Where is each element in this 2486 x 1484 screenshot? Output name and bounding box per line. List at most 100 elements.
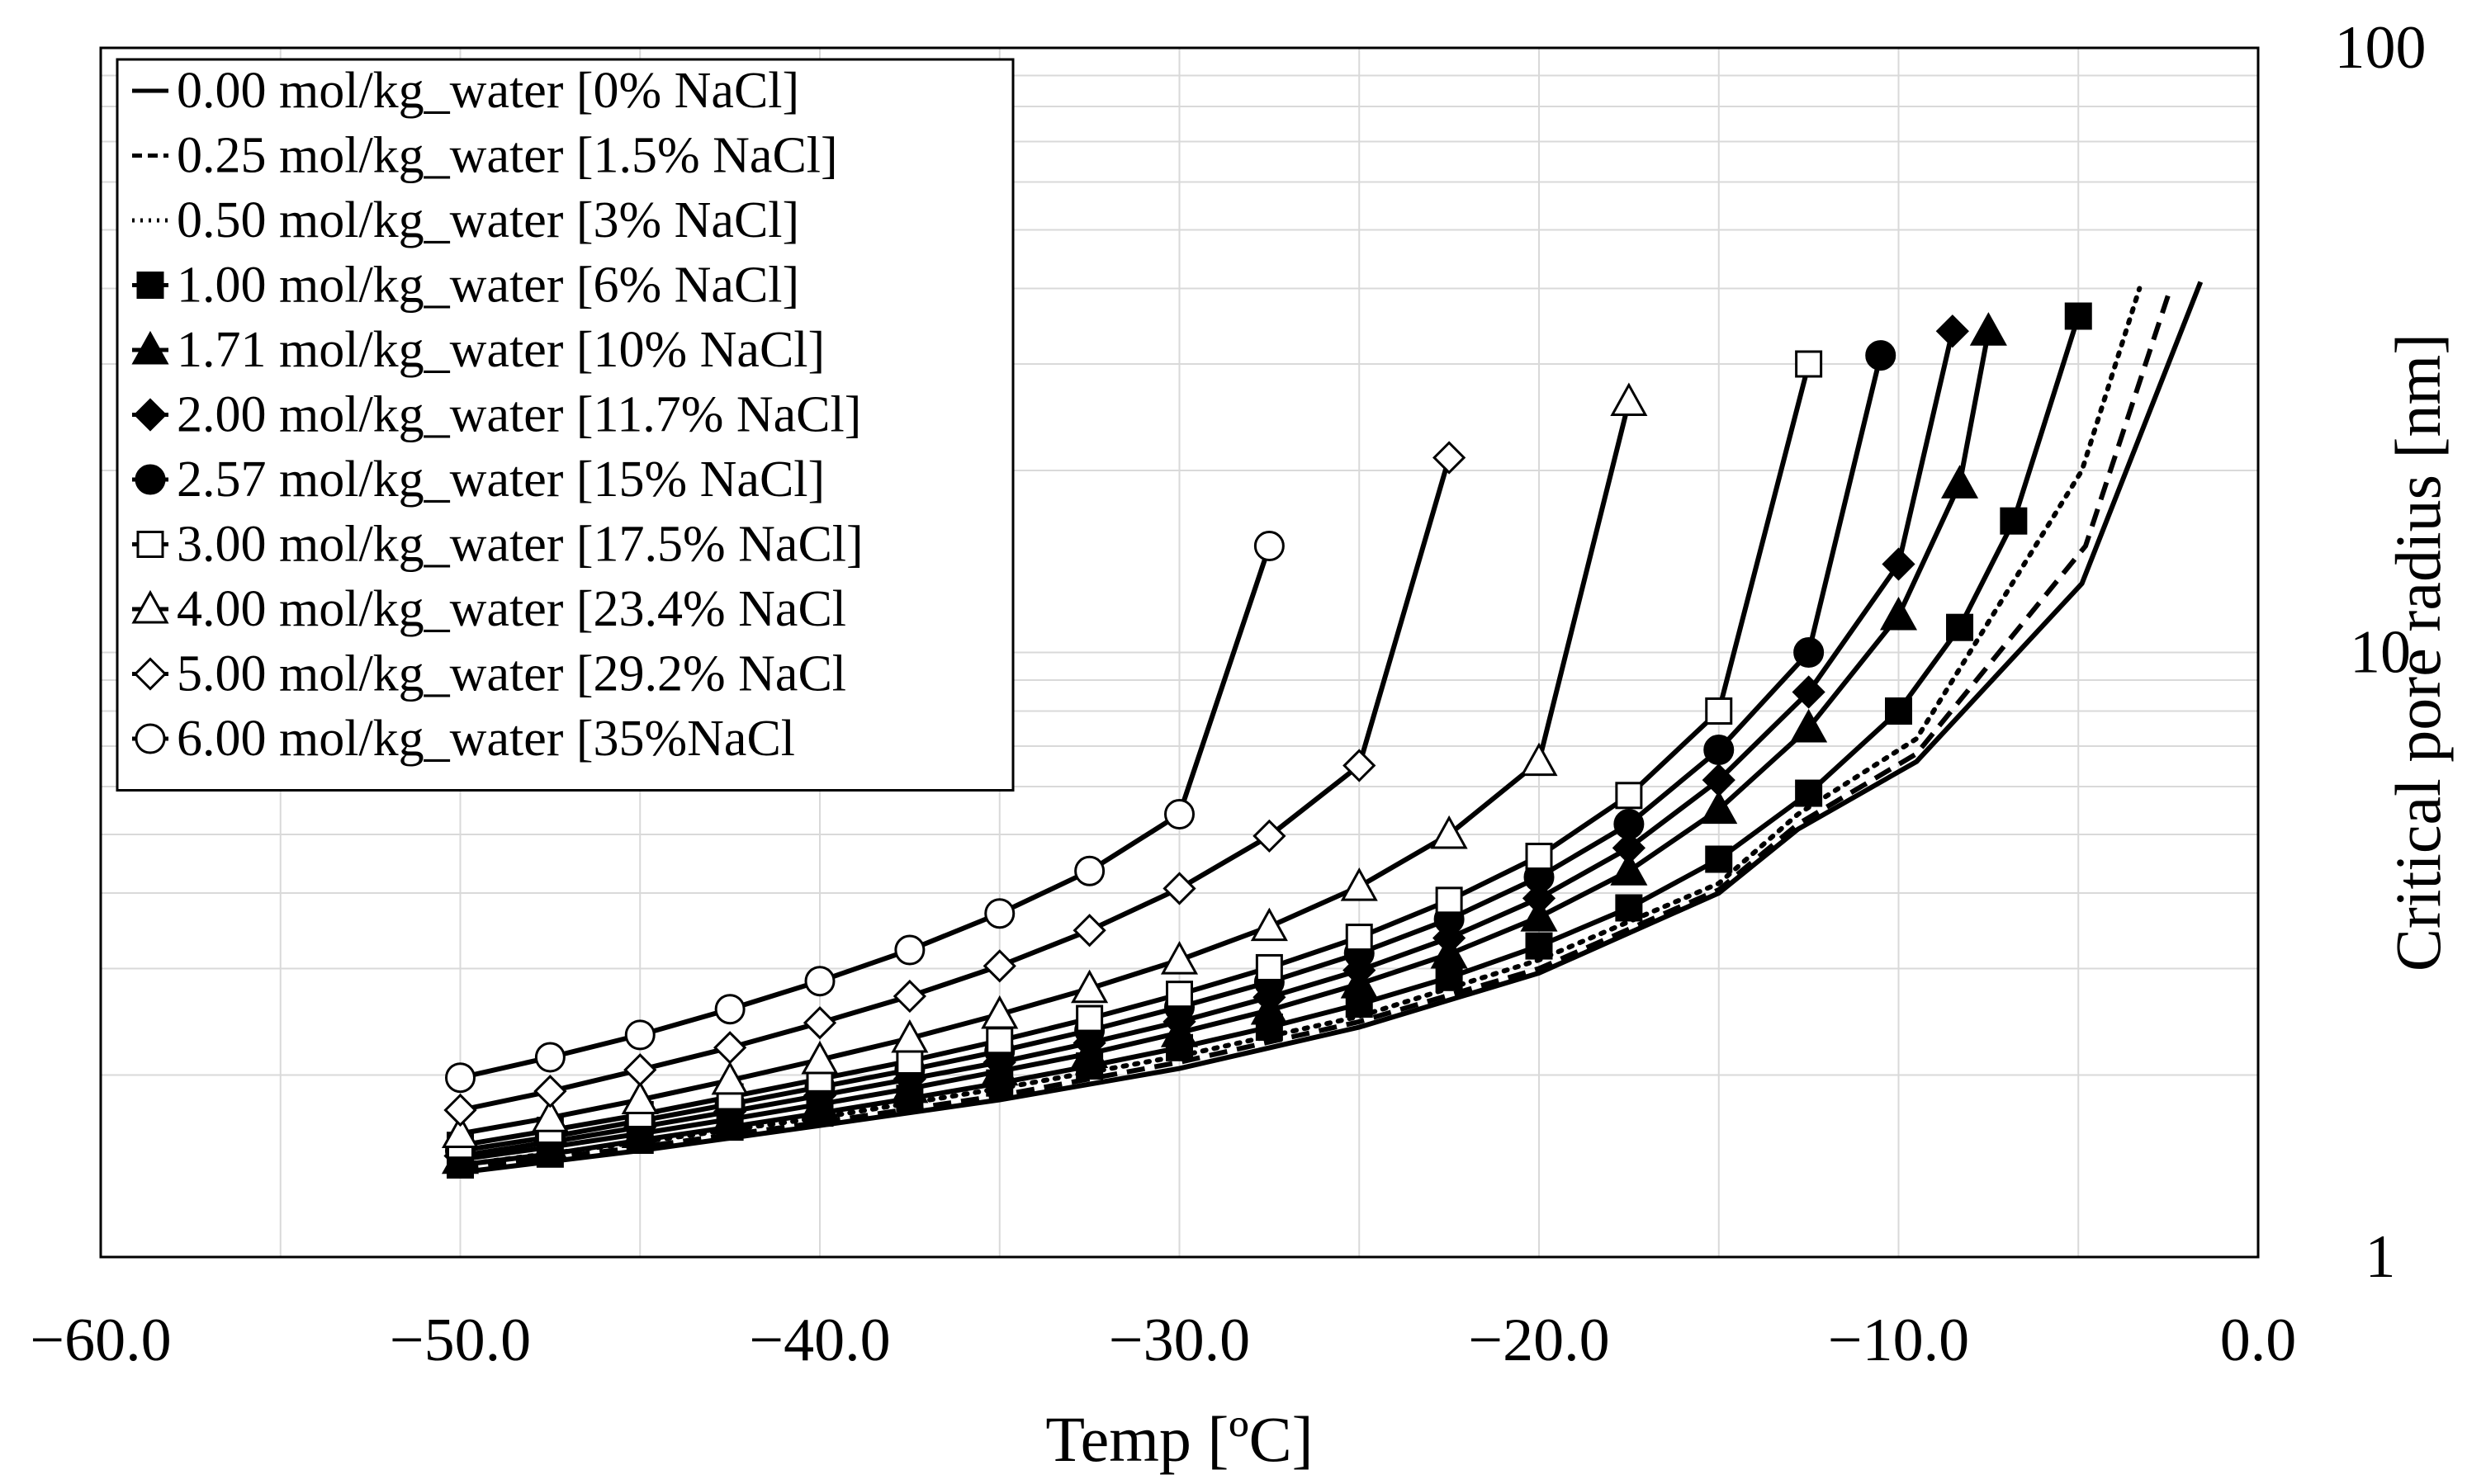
data-point-series-5 [1879, 596, 1918, 631]
data-point-series-10 [803, 1006, 837, 1040]
data-point-series-9 [1610, 382, 1648, 417]
legend-item: 1.00 mol/kg_water [6% NaCl] [132, 258, 799, 314]
data-point-series-8 [986, 1027, 1014, 1055]
series-line-8 [460, 363, 1811, 1148]
legend-item: 5.00 mol/kg_water [29.2% NaCl [132, 646, 846, 702]
data-point-series-6 [1882, 547, 1915, 581]
data-point-series-9 [891, 1018, 929, 1053]
data-point-series-5 [1700, 790, 1738, 825]
data-point-series-5 [1520, 898, 1558, 932]
data-point-series-9 [1250, 907, 1288, 942]
legend-label: 5.00 mol/kg_water [29.2% NaCl [177, 646, 846, 702]
x-tick-label: −50.0 [390, 1307, 531, 1374]
data-point-series-9 [441, 1114, 480, 1148]
data-point-series-10 [1432, 441, 1466, 475]
data-point-series-4 [1705, 845, 1733, 873]
legend-label: 3.00 mol/kg_water [17.5% NaCl] [177, 517, 864, 573]
data-point-series-11 [714, 994, 746, 1025]
y-tick-label: 10 [2350, 619, 2411, 687]
data-point-series-10 [623, 1053, 657, 1087]
legend-marker [131, 330, 169, 365]
legend-marker [131, 589, 169, 624]
data-point-series-10 [713, 1031, 747, 1065]
data-point-series-9 [1520, 742, 1558, 777]
y-axis-title: Critical pore radius [nm] [2382, 333, 2454, 971]
series-markers [441, 302, 2092, 1179]
data-point-series-7 [1793, 637, 1825, 668]
data-point-series-8 [1435, 886, 1463, 915]
legend-marker [135, 464, 166, 495]
data-point-series-5 [1940, 465, 1979, 499]
data-point-series-4 [1615, 894, 1643, 922]
data-point-series-9 [621, 1080, 659, 1114]
x-tick-label: 0.0 [2220, 1307, 2297, 1374]
series-line-10 [459, 456, 1451, 1113]
data-point-series-5 [1610, 852, 1648, 886]
legend-items: 0.00 mol/kg_water [0% NaCl] 0.25 mol/kg_w… [131, 63, 864, 767]
data-point-series-11 [624, 1019, 656, 1051]
legend: 0.00 mol/kg_water [0% NaCl] 0.25 mol/kg_w… [116, 58, 1015, 792]
data-point-series-8 [1795, 350, 1823, 378]
series-line-1 [460, 281, 2204, 1175]
x-tick-label: −20.0 [1468, 1307, 1609, 1374]
legend-marker [133, 398, 168, 432]
legend-marker [136, 272, 164, 299]
data-point-series-7 [1613, 809, 1645, 840]
x-tick-label: −40.0 [749, 1307, 890, 1374]
y-tick-label: 100 [2335, 14, 2427, 82]
data-point-series-4 [1946, 613, 1974, 641]
legend-label: 0.50 mol/kg_water [3% NaCl] [177, 192, 799, 248]
data-point-series-8 [1615, 782, 1643, 810]
series-line-4 [460, 315, 2081, 1168]
data-point-series-10 [443, 1093, 477, 1127]
data-point-series-9 [1430, 815, 1468, 849]
legend-box [116, 58, 1015, 792]
legend-item: 2.00 mol/kg_water [11.7% NaCl] [132, 387, 861, 443]
data-point-series-10 [1163, 872, 1196, 905]
series-line-2 [460, 294, 2171, 1171]
y-tick-labels: 1 10 100 [2335, 14, 2427, 1291]
plot-frame [99, 46, 2260, 1259]
x-axis-title: Temp [ºC] [1045, 1403, 1313, 1475]
data-point-series-8 [1345, 924, 1373, 952]
legend-marker [136, 531, 164, 558]
legend-item: 2.57 mol/kg_water [15% NaCl] [132, 451, 825, 508]
x-tick-label: −30.0 [1109, 1307, 1250, 1374]
data-point-series-10 [1342, 749, 1376, 782]
legend-label: 2.00 mol/kg_water [11.7% NaCl] [177, 387, 861, 443]
x-tick-label: −60.0 [30, 1307, 171, 1374]
data-point-series-6 [1935, 314, 1969, 348]
legend-marker [133, 657, 168, 691]
data-point-series-4 [1525, 932, 1553, 960]
data-point-series-4 [2064, 302, 2092, 330]
legend-item: 6.00 mol/kg_water [35%NaCl [132, 711, 795, 767]
y-tick-label: 1 [2365, 1223, 2396, 1291]
data-point-series-11 [445, 1062, 476, 1094]
data-point-series-8 [1166, 981, 1193, 1009]
legend-label: 6.00 mol/kg_water [35%NaCl [177, 711, 795, 767]
legend-label: 1.00 mol/kg_water [6% NaCl] [177, 258, 799, 314]
data-point-series-8 [1525, 843, 1553, 871]
data-point-series-4 [1435, 963, 1463, 991]
series-line-6 [460, 330, 1955, 1159]
legend-item: 0.25 mol/kg_water [1.5% NaCl] [132, 128, 838, 184]
data-point-series-11 [804, 966, 836, 997]
data-point-series-11 [534, 1042, 566, 1073]
data-point-series-8 [1255, 953, 1283, 981]
legend-label: 0.00 mol/kg_water [0% NaCl] [177, 63, 799, 119]
data-point-series-4 [1885, 697, 1912, 725]
data-point-series-7 [1703, 735, 1735, 766]
x-tick-label: −10.0 [1828, 1307, 1969, 1374]
data-point-series-8 [1705, 697, 1733, 725]
legend-item: 1.71 mol/kg_water [10% NaCl] [131, 322, 825, 378]
data-point-series-9 [981, 995, 1019, 1029]
data-point-series-10 [533, 1075, 567, 1108]
x-tick-labels: −60.0 −50.0 −40.0 −30.0 −20.0 −10.0 0.0 [30, 1307, 2296, 1374]
data-point-series-8 [1076, 1004, 1104, 1033]
data-point-series-9 [801, 1040, 839, 1075]
data-point-series-9 [1340, 867, 1378, 901]
legend-label: 0.25 mol/kg_water [1.5% NaCl] [177, 128, 838, 184]
data-point-series-6 [1612, 831, 1645, 865]
legend-item: 3.00 mol/kg_water [17.5% NaCl] [132, 517, 864, 573]
